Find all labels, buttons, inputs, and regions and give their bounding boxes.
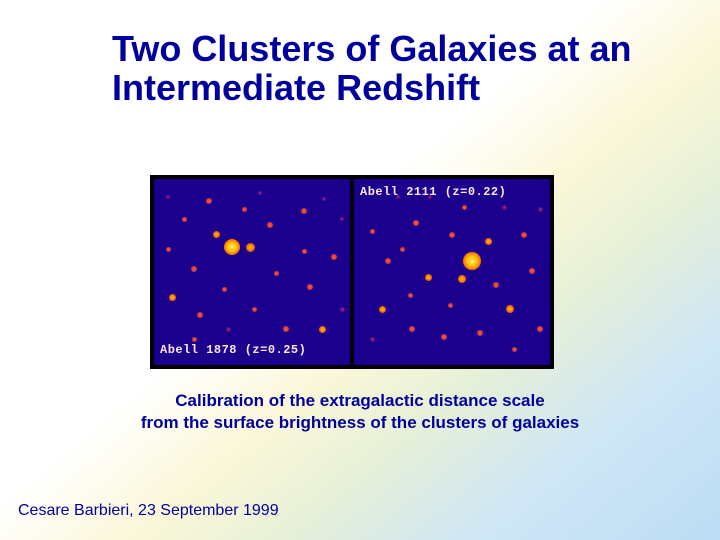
cluster-figure: Abell 1878 (z=0.25) Abell 2111 (z=0.22)	[150, 175, 554, 369]
galaxy-point	[370, 229, 375, 234]
caption: Calibration of the extragalactic distanc…	[0, 390, 720, 434]
panel-label-abell-1878: Abell 1878 (z=0.25)	[160, 343, 306, 357]
panel-abell-2111: Abell 2111 (z=0.22)	[352, 177, 552, 367]
galaxy-point	[538, 207, 543, 212]
galaxy-point	[307, 284, 313, 290]
galaxy-point	[529, 268, 535, 274]
galaxy-point	[449, 232, 455, 238]
galaxy-point	[370, 337, 375, 342]
galaxy-point	[462, 205, 467, 210]
slide-title: Two Clusters of Galaxies at an Intermedi…	[112, 30, 672, 108]
galaxy-point	[340, 307, 345, 312]
panel-abell-1878: Abell 1878 (z=0.25)	[152, 177, 352, 367]
caption-line-2: from the surface brightness of the clust…	[141, 413, 579, 432]
galaxy-point	[469, 258, 476, 265]
galaxy-point	[226, 327, 231, 332]
galaxy-point	[301, 208, 307, 214]
galaxy-point	[331, 254, 337, 260]
galaxy-point	[340, 217, 344, 221]
galaxy-point	[182, 217, 187, 222]
panel-label-abell-2111: Abell 2111 (z=0.22)	[360, 185, 506, 199]
galaxy-point	[493, 282, 499, 288]
galaxy-point	[385, 258, 391, 264]
galaxy-point	[458, 275, 466, 283]
galaxy-point	[192, 337, 197, 342]
caption-line-1: Calibration of the extragalactic distanc…	[175, 391, 544, 410]
galaxy-point	[322, 197, 326, 201]
galaxy-point	[267, 222, 273, 228]
galaxy-point	[425, 274, 432, 281]
galaxy-point	[396, 195, 400, 199]
galaxy-point	[283, 326, 289, 332]
galaxy-point	[274, 271, 279, 276]
galaxy-point	[252, 307, 257, 312]
galaxy-point	[441, 334, 447, 340]
galaxy-point	[258, 191, 262, 195]
galaxy-point	[242, 207, 247, 212]
footer-attribution: Cesare Barbieri, 23 September 1999	[18, 502, 279, 520]
galaxy-point	[400, 247, 405, 252]
galaxy-point	[246, 243, 255, 252]
galaxy-point	[191, 266, 197, 272]
galaxy-point	[409, 326, 415, 332]
galaxy-point	[213, 231, 220, 238]
galaxy-point	[408, 293, 413, 298]
galaxy-point	[169, 294, 176, 301]
slide: Two Clusters of Galaxies at an Intermedi…	[0, 0, 720, 540]
galaxy-point	[379, 306, 386, 313]
galaxy-point	[222, 287, 227, 292]
galaxy-point	[521, 232, 527, 238]
galaxy-point	[537, 326, 543, 332]
galaxy-point	[448, 303, 453, 308]
galaxy-point	[506, 305, 514, 313]
galaxy-point	[166, 247, 171, 252]
galaxy-point	[197, 312, 203, 318]
galaxy-point	[512, 347, 517, 352]
galaxy-point	[229, 244, 235, 250]
galaxy-point	[206, 198, 212, 204]
galaxy-point	[477, 330, 483, 336]
galaxy-point	[319, 326, 326, 333]
galaxy-point	[502, 205, 507, 210]
galaxy-point	[428, 195, 432, 199]
galaxy-point	[485, 238, 492, 245]
galaxy-point	[413, 220, 419, 226]
galaxy-point	[302, 249, 307, 254]
galaxy-point	[166, 195, 170, 199]
